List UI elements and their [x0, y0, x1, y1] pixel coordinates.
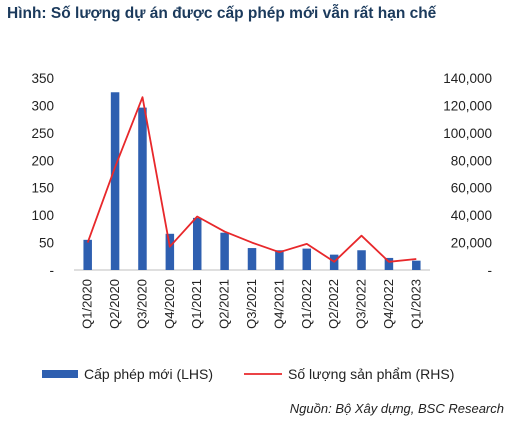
bar — [275, 250, 284, 270]
bar — [247, 248, 257, 270]
legend-swatch-bar — [42, 370, 78, 378]
left-axis-tick-label: 150 — [31, 181, 54, 196]
bar — [384, 257, 394, 270]
bar — [412, 260, 421, 270]
right-axis-tick-label: 60,000 — [451, 181, 492, 196]
x-tick-label: Q1/2023 — [408, 279, 423, 329]
right-axis-tick-label: 100,000 — [443, 126, 492, 141]
left-axis-tick-label: 100 — [31, 208, 54, 223]
bar — [302, 248, 312, 270]
x-tick-label: Q3/2021 — [244, 279, 259, 329]
left-axis-tick-label: - — [50, 263, 55, 278]
bar — [138, 107, 147, 270]
left-axis-tick-label: 300 — [31, 98, 54, 113]
x-tick-label: Q3/2022 — [354, 279, 369, 329]
bar — [357, 250, 366, 270]
bar — [83, 239, 92, 270]
right-axis-tick-label: 20,000 — [451, 236, 492, 251]
x-tick-label: Q1/2020 — [80, 279, 95, 329]
left-axis-tick-label: 200 — [31, 153, 54, 168]
left-axis-tick-label: 350 — [31, 71, 54, 86]
right-axis-tick-label: - — [488, 263, 493, 278]
right-axis-tick-label: 140,000 — [443, 71, 492, 86]
bar — [110, 92, 120, 271]
x-tick-label: Q3/2020 — [134, 279, 149, 329]
x-tick-label: Q4/2020 — [162, 279, 177, 329]
bar — [165, 233, 175, 270]
bar — [220, 232, 229, 270]
chart-title: Hình: Số lượng dự án được cấp phép mới v… — [7, 5, 437, 22]
source-note: Nguồn: Bộ Xây dựng, BSC Research — [289, 401, 504, 416]
right-axis-tick-label: 120,000 — [443, 98, 492, 113]
x-tick-label: Q1/2021 — [189, 279, 204, 329]
x-tick-label: Q2/2022 — [326, 279, 341, 329]
x-tick-label: Q2/2021 — [217, 279, 232, 329]
legend-label-line: Số lượng sản phẩm (RHS) — [288, 366, 454, 382]
legend-label-bar: Cấp phép mới (LHS) — [84, 366, 213, 382]
x-tick-label: Q2/2020 — [107, 279, 122, 329]
left-axis-tick-label: 250 — [31, 126, 54, 141]
right-axis-tick-label: 40,000 — [451, 208, 492, 223]
left-axis-tick-label: 50 — [39, 236, 54, 251]
bar — [192, 217, 202, 270]
x-tick-label: Q4/2021 — [271, 279, 286, 329]
x-tick-label: Q1/2022 — [299, 279, 314, 329]
x-tick-label: Q4/2022 — [381, 279, 396, 329]
line-series-so-luong-san-pham — [86, 96, 417, 263]
right-axis-tick-label: 80,000 — [451, 153, 492, 168]
